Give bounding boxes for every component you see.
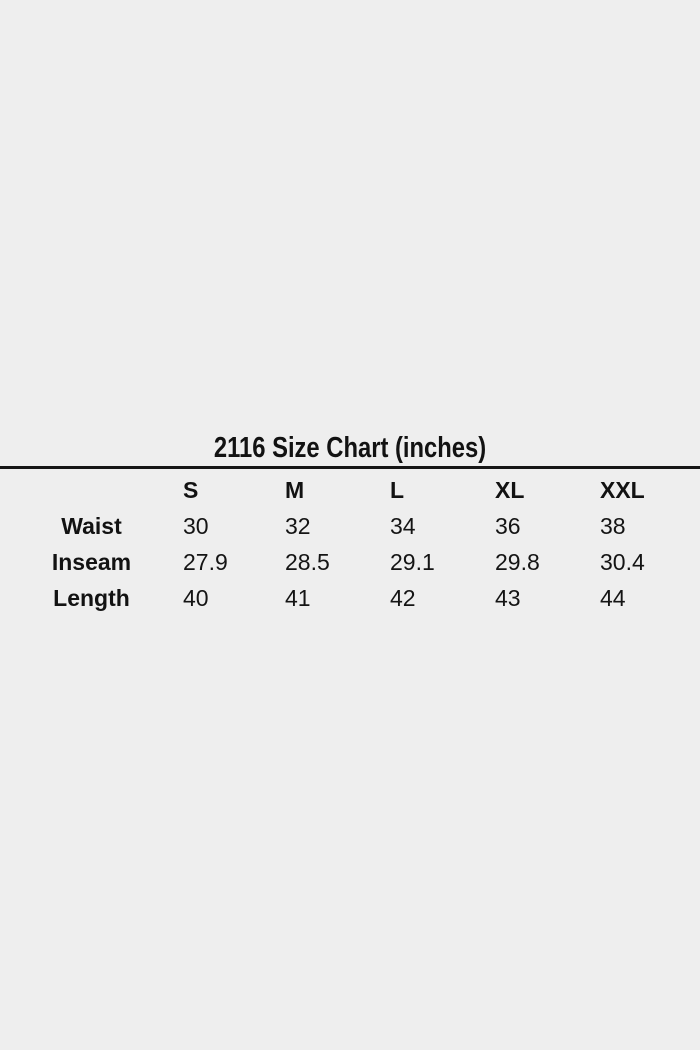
table-cell: 44 xyxy=(600,584,626,611)
table-row-length: Length 40 41 42 43 44 xyxy=(0,580,700,616)
title-divider-line xyxy=(0,466,700,469)
table-cell: 29.1 xyxy=(390,548,435,575)
table-cell: 28.5 xyxy=(285,548,330,575)
column-header-xxl: XXL xyxy=(600,476,645,503)
row-label-waist: Waist xyxy=(61,512,122,539)
table-cell: 30.4 xyxy=(600,548,645,575)
column-header-xl: XL xyxy=(495,476,525,503)
row-label-inseam: Inseam xyxy=(51,548,132,575)
table-cell: 41 xyxy=(285,584,311,611)
table-row-inseam: Inseam 27.9 28.5 29.1 29.8 30.4 xyxy=(0,544,700,580)
column-header-s: S xyxy=(183,476,199,503)
table-cell: 38 xyxy=(600,512,626,539)
column-header-m: M xyxy=(285,476,305,503)
table-cell: 30 xyxy=(183,512,209,539)
row-label-length: Length xyxy=(53,584,130,611)
table-cell: 32 xyxy=(285,512,311,539)
table-cell: 27.9 xyxy=(183,548,228,575)
table-cell: 34 xyxy=(390,512,416,539)
table-cell: 43 xyxy=(495,584,521,611)
column-header-l: L xyxy=(390,476,405,503)
page-title: 2116 Size Chart (inches) xyxy=(0,432,700,465)
size-table: S M L XL XXL Waist 30 32 34 36 38 Inseam… xyxy=(0,472,700,616)
table-cell: 42 xyxy=(390,584,416,611)
table-row-waist: Waist 30 32 34 36 38 xyxy=(0,508,700,544)
corner-cell xyxy=(0,472,183,508)
table-cell: 40 xyxy=(183,584,209,611)
table-cell: 36 xyxy=(495,512,521,539)
page-title-text: 2116 Size Chart (inches) xyxy=(213,432,487,464)
table-cell: 29.8 xyxy=(495,548,540,575)
table-header-row: S M L XL XXL xyxy=(0,472,700,508)
